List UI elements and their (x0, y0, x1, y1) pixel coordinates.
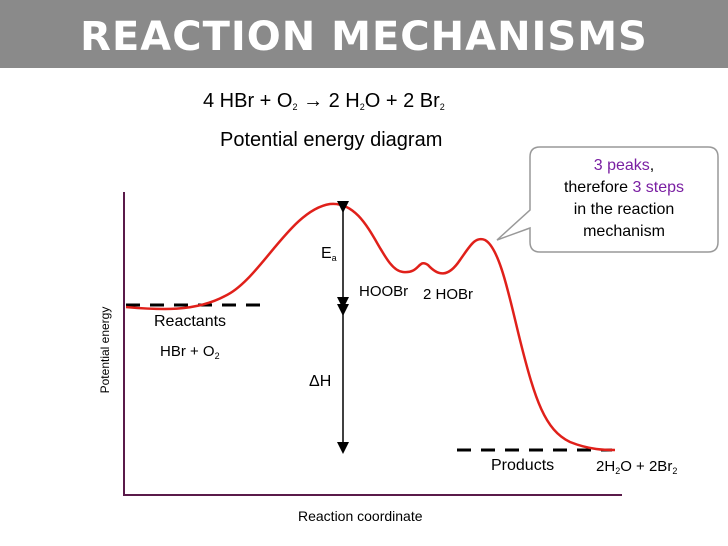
ea-text: E (321, 245, 332, 262)
eq-rest-sub: 2 (439, 102, 445, 112)
y-axis-label: Potential energy (98, 306, 112, 394)
eq-mid-sub: 2 (359, 102, 365, 112)
ea-label: Ea (321, 245, 337, 263)
hooobr-label: HOOBr (359, 283, 409, 300)
eq-lhs: 4 HBr + O (203, 90, 293, 112)
diagram-subtitle: Potential energy diagram (220, 129, 443, 151)
x-axis-label: Reaction coordinate (298, 508, 423, 524)
title-bar (0, 0, 728, 68)
two-hobr-label: 2 HOBr (423, 286, 474, 303)
slide-title: REACTION MECHANISMS (80, 14, 648, 60)
callout-steps: 3 steps (632, 179, 685, 196)
reactants-formula-sub: 2 (214, 351, 220, 361)
delta-h-label: ΔH (309, 373, 332, 390)
callout-rest: in the reaction mechanism (573, 201, 675, 240)
products-formula-a: 2H (596, 458, 616, 475)
products-formula-b: O + 2Br (620, 458, 673, 475)
reactants-formula: HBr + O2 (160, 343, 220, 361)
callout-bubble (496, 146, 719, 253)
products-formula-b-sub: 2 (672, 466, 678, 476)
reactants-label: Reactants (154, 313, 227, 330)
eq-rest: O + 2 Br (364, 90, 440, 112)
reaction-equation: 4 HBr + O2 → 2 H2O + 2 Br2 (203, 90, 445, 113)
products-formula-a-sub: 2 (615, 466, 621, 476)
products-formula: 2H2O + 2Br2 (596, 458, 677, 476)
eq-lhs-sub: 2 (292, 102, 298, 112)
callout-peaks: 3 peaks (593, 157, 650, 174)
callout-comma: , (649, 157, 655, 174)
arrow-icon: → (303, 90, 324, 112)
callout-therefore: therefore (563, 179, 633, 196)
reactants-formula-text: HBr + O (160, 343, 215, 360)
energy-curve (125, 202, 616, 452)
callout-text: 3 peaks, therefore 3 steps in the reacti… (532, 155, 716, 243)
products-label: Products (491, 457, 555, 474)
eq-mid: 2 H (323, 90, 360, 112)
ea-sub: a (331, 253, 337, 263)
